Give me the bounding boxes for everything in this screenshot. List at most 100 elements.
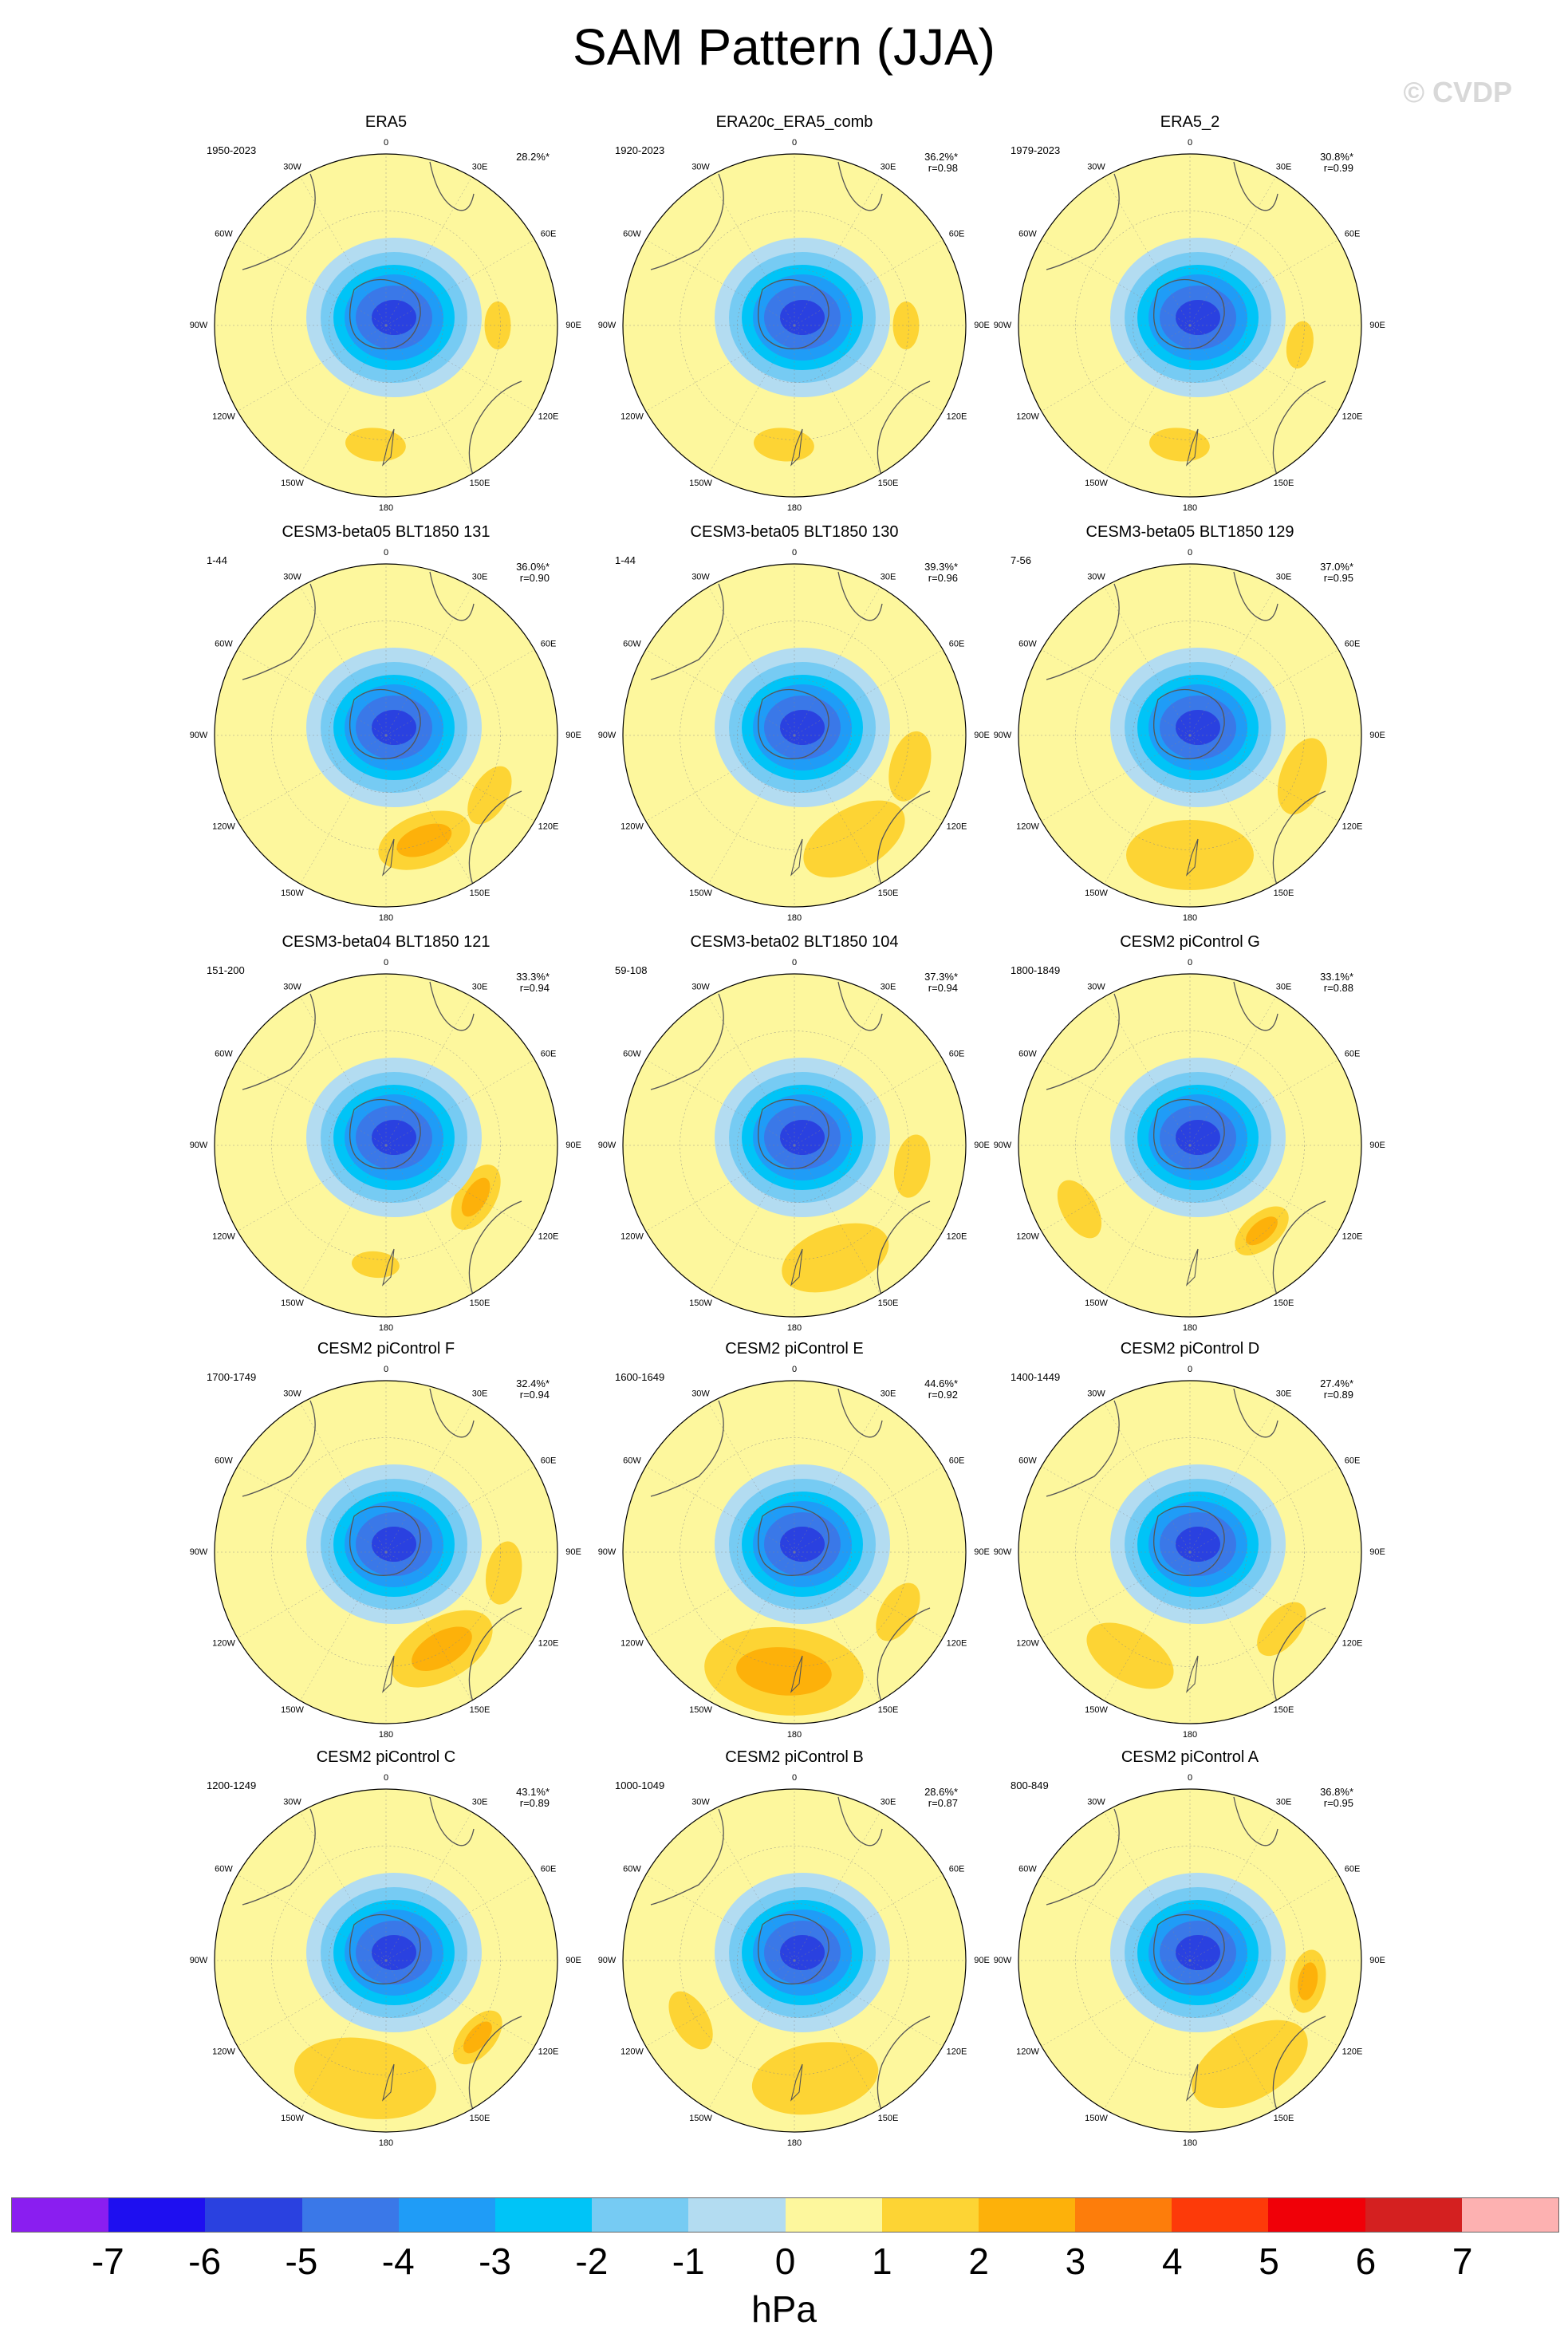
longitude-label: 30W (283, 163, 301, 172)
latitude-circle (680, 621, 909, 850)
colorbar-tick-label: 3 (1065, 2240, 1086, 2282)
panel-pattern-correlation: r=0.95 (1324, 572, 1353, 584)
positive-anomaly-region (782, 1223, 889, 1293)
map-border (622, 153, 967, 498)
new-zealand-outline (382, 838, 395, 877)
longitude-label: 150E (470, 2114, 490, 2123)
panel-pattern-correlation: r=0.89 (520, 1797, 550, 1809)
longitude-label: 150E (878, 479, 899, 488)
latitude-circle (1075, 1437, 1305, 1667)
map-border (622, 973, 967, 1318)
negative-anomaly-contour (1176, 1120, 1220, 1155)
south-america-outline (650, 993, 724, 1090)
meridian-line (385, 1145, 535, 1232)
longitude-label: 30W (1087, 983, 1105, 992)
panel-title: ERA5 (365, 113, 407, 131)
longitude-label: 30E (472, 1798, 488, 1807)
map-panel: 0 30E 60E 90E 120E 150E 180 150W 120W 90W 60W 30W ER… (994, 113, 1385, 513)
colorbar-tick-label: 4 (1161, 2240, 1183, 2282)
longitude-label: 120W (212, 822, 235, 831)
longitude-label: 60W (215, 639, 233, 648)
africa-outline (837, 1388, 883, 1438)
longitude-label: 0 (1188, 138, 1192, 148)
panel-pattern-correlation: r=0.94 (520, 982, 550, 994)
meridian-line (385, 325, 472, 475)
latitude-circle (680, 1846, 909, 2075)
colorbar-tick-label: -7 (91, 2240, 124, 2282)
colorbar-tick-label: -2 (575, 2240, 609, 2282)
panel-pattern-correlation: r=0.87 (928, 1797, 958, 1809)
colorbar-tick-label: 0 (774, 2240, 796, 2282)
longitude-label: 60W (1018, 1456, 1037, 1465)
longitude-label: 30E (1276, 573, 1292, 582)
meridian-line (1189, 325, 1276, 475)
meridian-line (645, 1466, 795, 1553)
longitude-label: 150W (281, 1299, 304, 1308)
longitude-label: 150E (470, 889, 490, 898)
meridian-line (237, 1551, 387, 1638)
positive-anomaly-core (1246, 1216, 1278, 1246)
south-america-outline (242, 173, 316, 270)
longitude-label: 0 (792, 138, 797, 148)
panel-years: 1920-2023 (615, 144, 664, 156)
longitude-label: 150E (470, 1705, 490, 1715)
meridian-line (708, 1145, 795, 1295)
meridian-line (1041, 1551, 1191, 1638)
longitude-label: 150W (1085, 479, 1108, 488)
meridian-line (1104, 586, 1191, 736)
longitude-label: 120E (1342, 1232, 1363, 1241)
longitude-label: 150E (1274, 2114, 1294, 2123)
longitude-label: 150W (689, 889, 712, 898)
panel-years: 1-44 (615, 554, 636, 566)
panel-variance-pct: 39.3%* (924, 561, 958, 573)
meridian-line (645, 325, 795, 412)
africa-outline (429, 981, 475, 1031)
new-zealand-outline (790, 2063, 803, 2102)
longitude-label: 60W (215, 1049, 233, 1058)
map-panel: 0 30E 60E 90E 120E 150E 180 150W 120W 90W 60W 30W CE… (190, 933, 581, 1333)
africa-outline (837, 161, 883, 211)
meridian-line (645, 239, 795, 326)
meridian-line (794, 735, 944, 822)
meridian-line (1189, 1874, 1339, 1961)
longitude-label: 90E (1369, 731, 1385, 740)
longitude-label: 180 (1183, 503, 1197, 513)
meridian-line (794, 1960, 881, 2110)
south-america-outline (1046, 1400, 1120, 1497)
latitude-circle (1075, 1846, 1305, 2075)
south-america-outline (242, 993, 316, 1090)
longitude-label: 60E (1345, 1049, 1361, 1058)
positive-anomaly-core (736, 1647, 832, 1696)
longitude-label: 120W (1016, 822, 1039, 831)
panel-title: ERA20c_ERA5_comb (716, 113, 873, 131)
meridian-line (708, 176, 795, 326)
panel-pattern-correlation: r=0.96 (928, 572, 958, 584)
longitude-label: 30W (691, 1389, 710, 1399)
longitude-label: 60E (541, 229, 557, 238)
meridian-line (300, 1960, 387, 2110)
map-border (214, 1788, 558, 2133)
longitude-label: 150E (1274, 889, 1294, 898)
longitude-label: 90W (598, 1547, 617, 1557)
meridian-line (645, 1059, 795, 1146)
south-america-outline (1046, 173, 1120, 270)
longitude-label: 0 (384, 1365, 388, 1374)
negative-anomaly-contour (780, 1935, 825, 1970)
longitude-label: 60W (623, 639, 641, 648)
longitude-label: 90W (598, 731, 617, 740)
panel-years: 1950-2023 (207, 144, 256, 156)
longitude-label: 120E (1342, 1638, 1363, 1648)
africa-outline (837, 1796, 883, 1846)
panel-years: 1800-1849 (1011, 964, 1060, 976)
longitude-label: 120W (621, 412, 644, 421)
map-border (214, 563, 558, 908)
longitude-label: 60E (949, 1049, 965, 1058)
positive-anomaly-region (1286, 321, 1314, 368)
latitude-circle (680, 1031, 909, 1260)
panel-pattern-correlation: r=0.94 (520, 1389, 550, 1401)
new-zealand-outline (790, 1655, 803, 1693)
longitude-label: 0 (384, 548, 388, 558)
antarctica-outline (1153, 1098, 1225, 1169)
longitude-label: 60W (623, 229, 641, 238)
longitude-label: 30W (691, 573, 710, 582)
